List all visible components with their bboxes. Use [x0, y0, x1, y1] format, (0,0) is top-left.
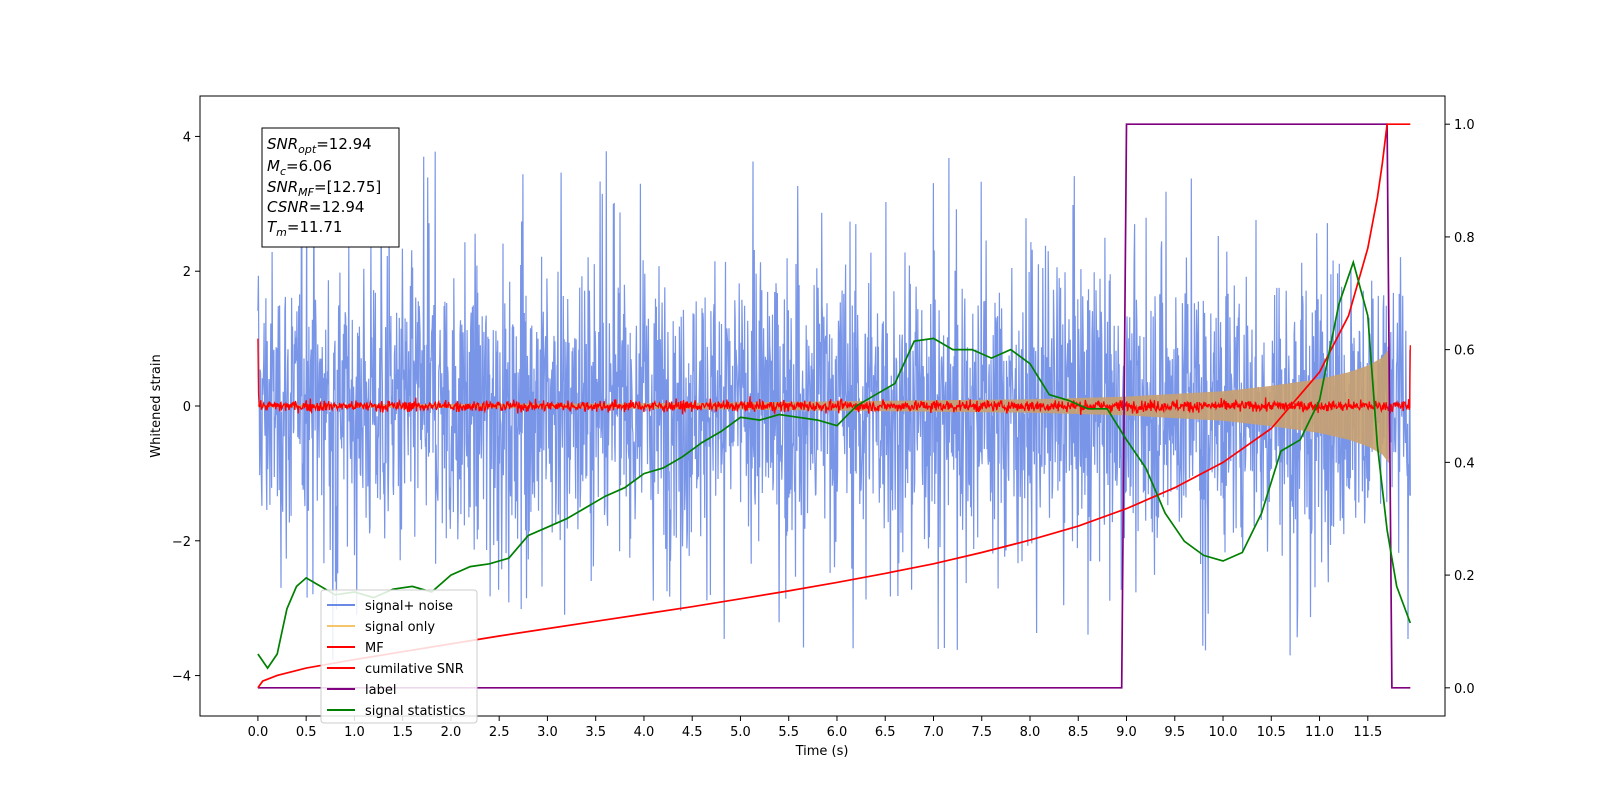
- y-tick-label: −4: [172, 670, 191, 685]
- annotation-csnr: CSNR=12.94: [267, 198, 364, 216]
- legend-label-signal-only: signal only: [365, 620, 435, 635]
- y-tick-label: 4: [183, 130, 191, 145]
- signal-noise-line: [257, 151, 1411, 660]
- y2-tick-label: 0.6: [1454, 344, 1475, 359]
- x-tick-label: 5.5: [778, 725, 799, 740]
- mf-series: [257, 338, 1411, 416]
- y-tick-label: 2: [183, 265, 191, 280]
- x-tick-label: 4.5: [682, 725, 703, 740]
- x-tick-label: 1.5: [392, 725, 413, 740]
- annotation-snr-mf: SNRMF=[12.75]: [267, 178, 381, 199]
- x-tick-label: 3.5: [585, 725, 606, 740]
- x-axis-ticks: 0.0 0.5 1.0 1.5 2.0 2.5 3.0 3.5 4.0 4.5 5.0 5.5 6.0 6…: [248, 716, 1382, 740]
- y2-tick-label: 0.0: [1454, 682, 1475, 697]
- x-tick-label: 9.5: [1164, 725, 1185, 740]
- x-tick-label: 6.5: [875, 725, 896, 740]
- x-tick-label: 11.0: [1305, 725, 1334, 740]
- x-axis-label: Time (s): [795, 744, 849, 759]
- y2-tick-label: 0.2: [1454, 569, 1475, 584]
- x-tick-label: 10.5: [1257, 725, 1286, 740]
- annotation-snr-opt: SNRopt=12.94: [267, 135, 372, 156]
- y2-axis-ticks: 1.0 0.8 0.6 0.4 0.2 0.0: [1445, 118, 1475, 697]
- signal-noise-series: [257, 151, 1411, 660]
- x-tick-label: 4.0: [634, 725, 655, 740]
- x-tick-label: 7.5: [971, 725, 992, 740]
- y-axis-ticks: 4 2 0 −2 −4: [172, 130, 200, 685]
- x-tick-label: 6.0: [827, 725, 848, 740]
- x-tick-label: 7.0: [923, 725, 944, 740]
- legend-label-mf: MF: [365, 641, 384, 656]
- legend-label-cumulative-snr: cumilative SNR: [365, 662, 464, 677]
- y2-tick-label: 0.4: [1454, 456, 1475, 471]
- legend-label-signal-statistics: signal statistics: [365, 704, 466, 719]
- y-axis-label: Whitened strain: [149, 354, 164, 457]
- x-tick-label: 1.0: [344, 725, 365, 740]
- legend-label-signal-noise: signal+ noise: [365, 599, 453, 614]
- annotation-tm: Tm=11.71: [267, 218, 342, 239]
- x-tick-label: 8.5: [1068, 725, 1089, 740]
- legend-label-label: label: [365, 683, 396, 698]
- y2-tick-label: 1.0: [1454, 118, 1475, 133]
- label-line: [257, 123, 1411, 689]
- x-tick-label: 2.0: [441, 725, 462, 740]
- x-tick-label: 8.0: [1020, 725, 1041, 740]
- annotation-mc: Mc=6.06: [267, 157, 332, 178]
- x-tick-label: 2.5: [489, 725, 510, 740]
- x-tick-label: 0.5: [296, 725, 317, 740]
- mf-line: [257, 338, 1411, 416]
- y-tick-label: −2: [172, 535, 191, 550]
- annotation-box: SNRopt=12.94 Mc=6.06 SNRMF=[12.75] CSNR=…: [261, 127, 400, 248]
- x-tick-label: 11.5: [1353, 725, 1382, 740]
- x-tick-label: 0.0: [248, 725, 269, 740]
- x-tick-label: 10.0: [1209, 725, 1238, 740]
- legend: signal+ noise signal only MF cumilative …: [320, 589, 478, 724]
- y2-tick-label: 0.8: [1454, 231, 1475, 246]
- signal-statistics-line: [257, 259, 1412, 670]
- x-tick-label: 3.0: [537, 725, 558, 740]
- x-tick-label: 5.0: [730, 725, 751, 740]
- x-tick-label: 9.0: [1116, 725, 1137, 740]
- y-tick-label: 0: [183, 400, 191, 415]
